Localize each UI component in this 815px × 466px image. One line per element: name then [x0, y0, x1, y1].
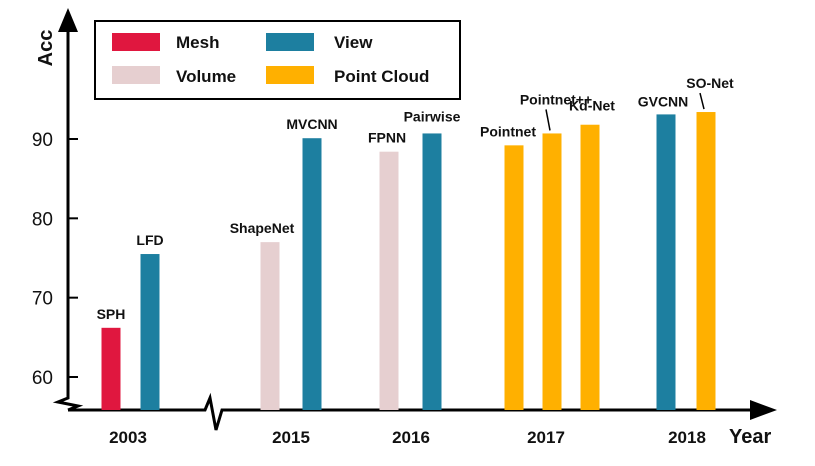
bar-pointnet	[504, 145, 524, 410]
bar-so-net	[696, 112, 716, 410]
bar-kd-net	[580, 124, 600, 410]
y-tick-label: 60	[32, 368, 53, 389]
legend-label: Point Cloud	[334, 67, 429, 86]
y-axis-break-mark	[52, 394, 84, 412]
legend-swatch	[112, 33, 160, 51]
bar-gvcnn	[656, 114, 676, 410]
y-tick-label: 80	[32, 209, 53, 230]
bar-label: MVCNN	[286, 116, 337, 132]
legend-label: View	[334, 33, 373, 52]
bar-label: ShapeNet	[230, 220, 295, 236]
leader-line	[699, 92, 705, 110]
bar-pointnet-	[542, 133, 562, 411]
leader-lines	[545, 92, 705, 131]
bar-pairwise	[422, 133, 442, 411]
x-tick-label: 2018	[668, 428, 706, 447]
bar-sph	[101, 327, 121, 410]
bar-label: SPH	[97, 306, 126, 322]
bar-labels: SPH LFD ShapeNet MVCNN FPNN Pairwise Pointnet P…	[97, 75, 734, 322]
y-tick-label: 90	[32, 130, 53, 151]
legend: Mesh View Volume Point Cloud	[94, 20, 461, 100]
bar-label: Pairwise	[404, 108, 461, 124]
leader-line	[545, 109, 551, 131]
bar-label: GVCNN	[638, 93, 689, 109]
x-tick-label: 2016	[392, 428, 430, 447]
legend-label: Volume	[176, 67, 236, 86]
year-labels: 2003 2015 2016 2017 2018	[109, 428, 706, 447]
legend-swatch	[112, 66, 160, 84]
bars	[101, 112, 716, 411]
x-tick-label: 2017	[527, 428, 565, 447]
y-ticks: 60 70 80 90	[32, 130, 78, 389]
bar-label: SO-Net	[686, 75, 734, 91]
y-axis-arrow	[58, 8, 78, 32]
x-axis	[68, 392, 752, 431]
legend-items: Mesh View Volume Point Cloud	[112, 33, 429, 86]
bar-label: FPNN	[368, 130, 406, 146]
bar-fpnn	[379, 151, 399, 410]
bar-label: Pointnet	[480, 123, 536, 139]
x-tick-label: 2015	[272, 428, 310, 447]
x-axis-arrow	[750, 400, 777, 420]
y-axis-title: Acc	[35, 30, 57, 67]
x-tick-label: 2003	[109, 428, 147, 447]
bar-mvcnn	[302, 138, 322, 410]
bar-shapenet	[260, 242, 280, 410]
x-axis-title: Year	[729, 426, 771, 448]
bar-label: Pointnet++	[520, 91, 592, 107]
bar-lfd	[140, 254, 160, 410]
legend-box	[94, 20, 461, 100]
bar-label: Kd-Net	[569, 98, 615, 114]
legend-swatch	[266, 33, 314, 51]
y-tick-label: 70	[32, 289, 53, 310]
legend-label: Mesh	[176, 33, 219, 52]
legend-swatch	[266, 66, 314, 84]
bar-label: LFD	[136, 232, 163, 248]
